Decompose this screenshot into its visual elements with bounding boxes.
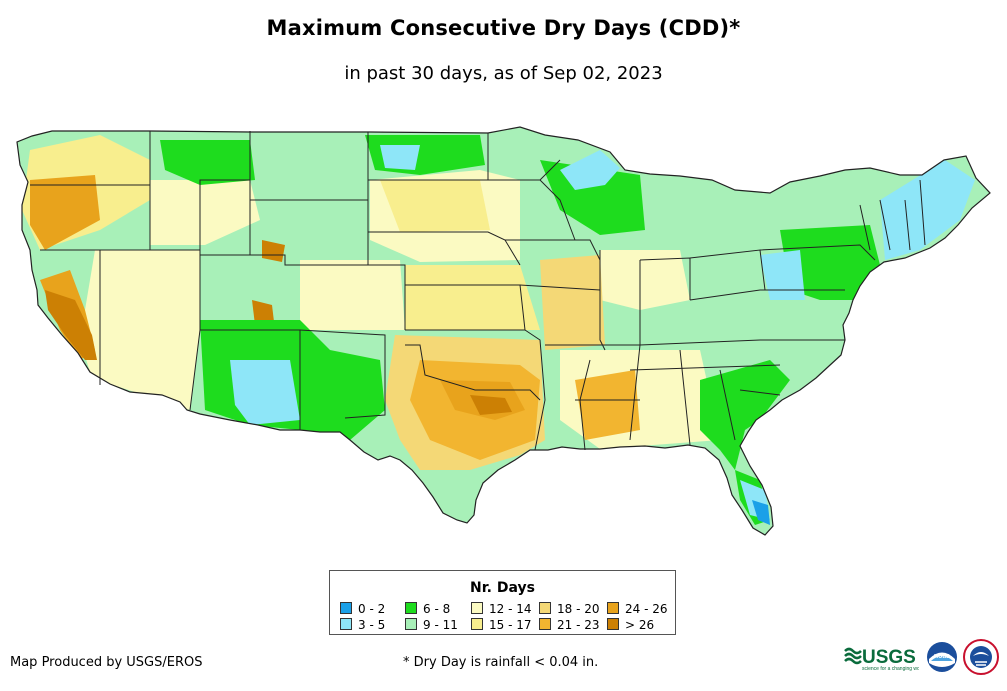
legend-item: 18 - 20	[539, 602, 600, 615]
legend-item: 3 - 5	[340, 618, 385, 631]
cdd-fill	[17, 127, 990, 535]
noaa-logo-text: noaa	[934, 653, 950, 660]
legend-item: > 26	[607, 618, 654, 631]
legend-item: 15 - 17	[471, 618, 532, 631]
legend-swatch	[471, 602, 483, 614]
noaa-logo: noaa	[927, 642, 957, 672]
legend-label: 18 - 20	[557, 602, 600, 616]
region-0-2	[752, 500, 770, 525]
legend-swatch	[340, 602, 352, 614]
legend-label: 0 - 2	[358, 602, 386, 616]
region-12-14	[80, 250, 200, 410]
legend-label: 15 - 17	[489, 618, 532, 632]
legend-item: 21 - 23	[539, 618, 600, 631]
legend-item: 6 - 8	[405, 602, 450, 615]
legend-item: 12 - 14	[471, 602, 532, 615]
region-6-8	[540, 160, 645, 235]
legend-swatch	[340, 618, 352, 630]
region-6-8	[160, 140, 255, 185]
state-borders	[16, 126, 991, 536]
svg-text:science for a changing world: science for a changing world	[862, 666, 919, 672]
legend-label: 3 - 5	[358, 618, 386, 632]
region-gt-26	[470, 395, 512, 415]
nws-logo	[963, 639, 999, 675]
legend: Nr. Days 0 - 2 3 - 5 6 - 8 9 - 11 12 - 1…	[329, 570, 676, 635]
region-3-5	[880, 160, 975, 260]
legend-label: > 26	[625, 618, 655, 632]
region-12-14	[600, 250, 690, 310]
region-6-8	[780, 225, 880, 300]
region-3-5	[380, 145, 420, 170]
legend-label: 6 - 8	[423, 602, 451, 616]
map-credit: Map Produced by USGS/EROS	[10, 655, 203, 670]
region-15-17	[405, 265, 540, 330]
region-gt-26	[262, 240, 285, 262]
legend-swatch	[607, 602, 619, 614]
legend-title: Nr. Days	[470, 580, 535, 596]
legend-swatch	[607, 618, 619, 630]
map-subtitle: in past 30 days, as of Sep 02, 2023	[344, 63, 663, 84]
legend-item: 0 - 2	[340, 602, 385, 615]
region-18-20	[540, 255, 605, 350]
legend-label: 9 - 11	[423, 618, 458, 632]
region-24-26	[30, 175, 100, 250]
dry-day-footnote: * Dry Day is rainfall < 0.04 in.	[403, 655, 599, 670]
region-6-8	[700, 360, 790, 470]
legend-swatch	[471, 618, 483, 630]
legend-label: 24 - 26	[625, 602, 668, 616]
legend-swatch	[539, 618, 551, 630]
usgs-logo: USGS science for a changing world	[844, 647, 919, 672]
region-12-14	[300, 260, 405, 330]
region-3-5	[760, 250, 805, 300]
region-21-23	[575, 370, 640, 440]
legend-label: 12 - 14	[489, 602, 532, 616]
legend-item: 9 - 11	[405, 618, 458, 631]
legend-item: 24 - 26	[607, 602, 668, 615]
region-gt-26	[45, 290, 97, 360]
legend-swatch	[405, 618, 417, 630]
usgs-logo-text: USGS	[862, 647, 916, 668]
region-15-17	[380, 180, 490, 232]
region-3-5	[230, 360, 300, 425]
region-12-14	[150, 180, 260, 245]
legend-swatch	[539, 602, 551, 614]
map-title: Maximum Consecutive Dry Days (CDD)*	[266, 16, 741, 40]
legend-label: 21 - 23	[557, 618, 600, 632]
legend-swatch	[405, 602, 417, 614]
region-3-5	[560, 150, 620, 190]
